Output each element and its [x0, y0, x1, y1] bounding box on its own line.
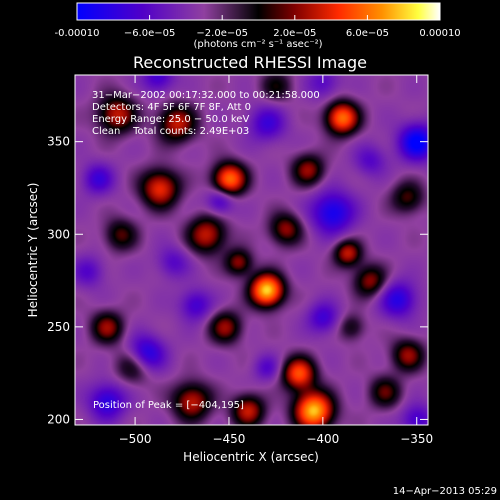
x-axis-label: Heliocentric X (arcsec) — [183, 450, 319, 464]
colorbar-tick-label: 0.00010 — [419, 28, 460, 39]
x-tick-label: −400 — [306, 432, 339, 446]
annotation-time-range: 31−Mar−2002 00:17:32.000 to 00:21:58.000 — [92, 90, 320, 101]
x-tick-label: −350 — [400, 432, 433, 446]
x-tick-label: −500 — [119, 432, 152, 446]
colorbar-ticks: -0.00010 −6.0e−05 −2.0e−05 2.0e−05 6.0e−05 0.… — [55, 15, 461, 39]
colorbar-tick-label: 6.0e−05 — [346, 28, 389, 39]
plot-frame — [74, 74, 429, 426]
y-tick-label: 200 — [47, 412, 70, 426]
colorbar-unit-label: (photons cm⁻² s⁻¹ asec⁻²) — [193, 39, 322, 50]
colorbar-tick-label: 2.0e−05 — [273, 28, 316, 39]
annotation-block: 31−Mar−2002 00:17:32.000 to 00:21:58.000… — [92, 90, 320, 137]
y-tick-label: 250 — [47, 320, 70, 334]
colorbar: -0.00010 −6.0e−05 −2.0e−05 2.0e−05 6.0e−05 0.… — [55, 2, 461, 50]
timestamp: 14−Apr−2013 05:29 — [393, 486, 497, 497]
y-tick-label: 350 — [47, 135, 70, 149]
chart-title: Reconstructed RHESSI Image — [133, 53, 367, 72]
x-axis: −500 −450 −400 −350 — [119, 75, 433, 446]
y-tick-label: 300 — [47, 227, 70, 241]
colorbar-gradient — [76, 2, 441, 21]
y-axis-label: Heliocentric Y (arcsec) — [26, 183, 40, 318]
peak-position-label: Position of Peak = [−404,195] — [93, 400, 244, 411]
annotation-detectors: Detectors: 4F 5F 6F 7F 8F, Att 0 — [92, 102, 251, 113]
x-tick-label: −450 — [212, 432, 245, 446]
y-axis: 200 250 300 350 — [47, 135, 428, 426]
colorbar-tick-label: -0.00010 — [55, 28, 100, 39]
annotation-energy-range: Energy Range: 25.0 − 50.0 keV — [92, 114, 249, 125]
colorbar-tick-label: −2.0e−05 — [196, 28, 248, 39]
colorbar-tick-label: −6.0e−05 — [124, 28, 176, 39]
annotation-total-counts: Clean Total counts: 2.49E+03 — [92, 126, 249, 137]
heatmap-image — [75, 75, 428, 425]
